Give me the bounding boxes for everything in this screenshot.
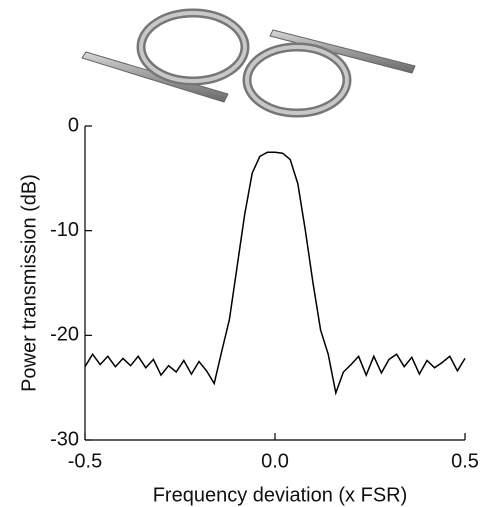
x-axis-label: Frequency deviation (x FSR) <box>153 484 408 506</box>
y-tick-label: -20 <box>50 324 79 346</box>
ring-diagram <box>81 8 416 118</box>
ring-highlight <box>139 11 247 83</box>
x-tick-label: 0.0 <box>261 450 289 472</box>
bus-waveguide <box>81 51 229 103</box>
y-tick-label: 0 <box>68 114 79 136</box>
x-tick-label: 0.5 <box>451 450 479 472</box>
data-line <box>84 151 466 396</box>
bus-waveguide <box>269 29 416 74</box>
x-tick-label: -0.5 <box>68 450 102 472</box>
y-axis-label: Power transmission (dB) <box>18 174 40 392</box>
y-tick-label: -30 <box>50 428 79 450</box>
ring-highlight <box>245 45 349 115</box>
y-tick-label: -10 <box>50 219 79 241</box>
